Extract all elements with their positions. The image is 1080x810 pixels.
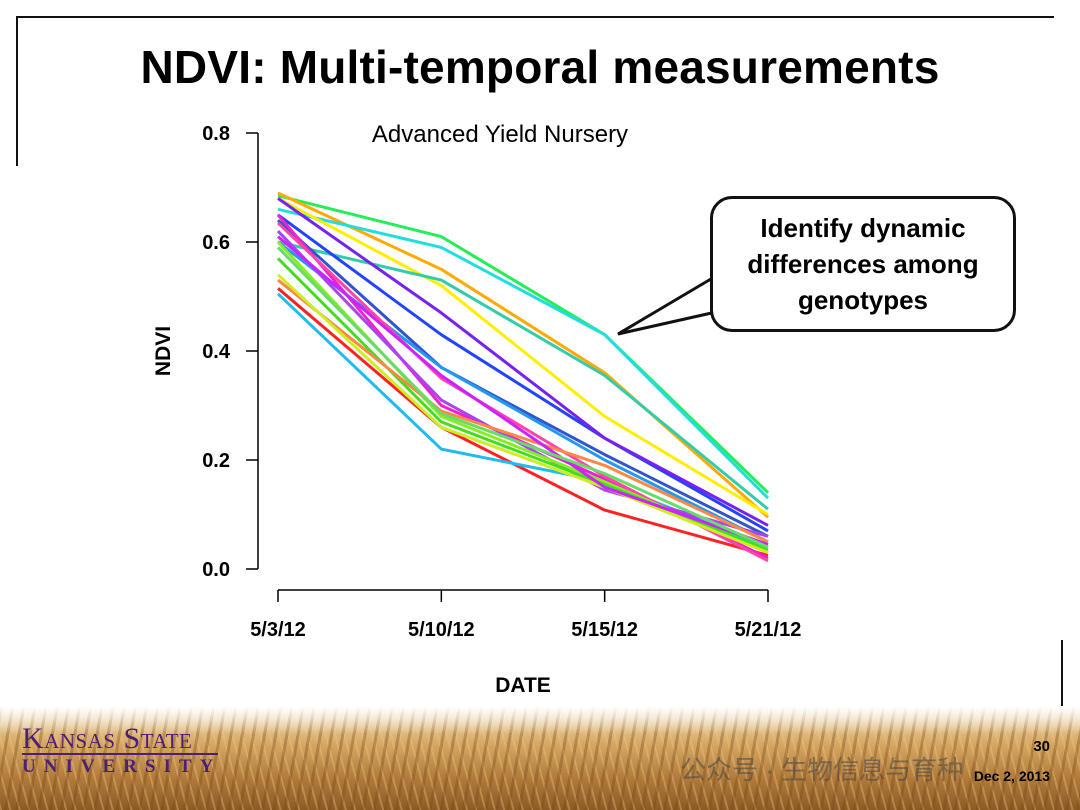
series-line-g19 bbox=[277, 235, 769, 546]
series-line-g2 bbox=[277, 191, 769, 519]
university-logo-rule bbox=[22, 753, 218, 755]
y-tick-label: 0.4 bbox=[202, 341, 231, 363]
x-tick-label: 5/10/12 bbox=[408, 619, 475, 641]
series-line-g6 bbox=[277, 213, 769, 533]
university-logo-name: Kansas State bbox=[22, 722, 193, 755]
y-axis-label: NDVI bbox=[152, 326, 175, 376]
x-tick-label: 5/15/12 bbox=[571, 619, 638, 641]
left-rule bbox=[16, 16, 18, 166]
y-tick-label: 0.2 bbox=[202, 450, 230, 472]
series-line-g3 bbox=[277, 207, 770, 500]
slide-date: Dec 2, 2013 bbox=[973, 768, 1050, 784]
x-axis-label: DATE bbox=[495, 674, 551, 697]
callout-text: Identify dynamic differences among genot… bbox=[747, 213, 979, 315]
y-tick-label: 0.0 bbox=[202, 559, 230, 581]
university-logo-sub: UNIVERSITY bbox=[22, 756, 222, 777]
series-line-g7 bbox=[277, 197, 769, 527]
series-line-g1 bbox=[277, 194, 770, 494]
page-number: 30 bbox=[1033, 738, 1050, 755]
series-line-g4 bbox=[277, 197, 769, 516]
series-line-g17 bbox=[277, 278, 769, 544]
series-line-g8 bbox=[276, 219, 769, 538]
footer-banner: Kansas State UNIVERSITY 公众号 · 生物信息与育种 30… bbox=[0, 706, 1080, 810]
slide-title: NDVI: Multi-temporal measurements bbox=[140, 41, 940, 93]
y-tick-label: 0.6 bbox=[202, 232, 230, 254]
series-line-g18 bbox=[276, 273, 769, 554]
series-line-g5 bbox=[277, 240, 769, 511]
x-tick-label: 5/21/12 bbox=[735, 619, 802, 641]
watermark: 公众号 · 生物信息与育种 bbox=[680, 755, 964, 785]
series-line-g13 bbox=[276, 221, 769, 563]
x-tick-label: 5/3/12 bbox=[250, 619, 306, 641]
series-line-g20 bbox=[276, 246, 769, 549]
chart-title: Advanced Yield Nursery bbox=[372, 121, 628, 148]
callout-box: Identify dynamic differences among genot… bbox=[710, 196, 1016, 332]
footer-fade bbox=[0, 706, 1080, 734]
series-line-g10 bbox=[277, 287, 769, 557]
y-tick-label: 0.8 bbox=[202, 123, 230, 145]
top-rule bbox=[18, 16, 1054, 18]
callout-pointer bbox=[617, 273, 718, 336]
